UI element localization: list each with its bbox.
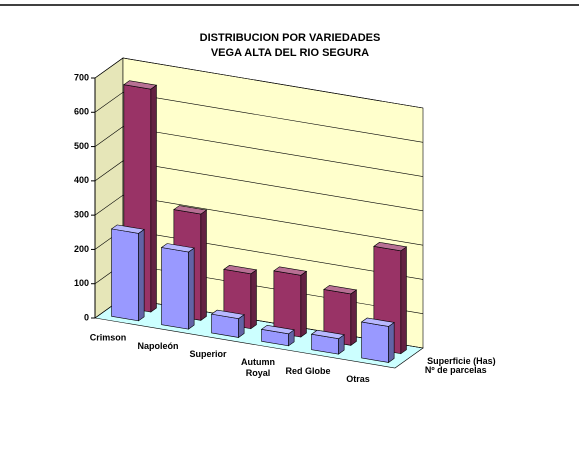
bar-top (323, 285, 358, 295)
bar-top (310, 329, 345, 340)
y-tick-label: 500 (74, 141, 89, 151)
bar-top (373, 242, 408, 252)
bar-front (361, 321, 389, 363)
bar-top (210, 309, 245, 319)
bar-side (150, 84, 157, 313)
legend-label: Superficie (Has) (427, 356, 496, 366)
bar (110, 224, 145, 322)
bar-side (300, 270, 307, 338)
y-tick-label: 0 (84, 312, 89, 322)
grid-line (94, 194, 424, 246)
bar (210, 309, 245, 339)
x-tick-label: Crimson (90, 333, 127, 343)
bar-top (110, 224, 145, 234)
y-tick-label: 700 (74, 72, 89, 82)
x-tick-label: Otras (346, 374, 370, 384)
bar-top (223, 265, 258, 275)
bar (310, 329, 345, 355)
y-tick-label: 100 (74, 278, 89, 288)
bar (273, 266, 308, 338)
y-tick-label: 300 (74, 210, 89, 220)
grid-line (94, 160, 424, 212)
bar-side (188, 247, 195, 330)
bar-top (123, 80, 158, 90)
bar-front (111, 228, 139, 322)
grid-line (94, 126, 424, 177)
bar-side (250, 269, 257, 330)
bar-top (260, 325, 295, 335)
bar-top (273, 266, 308, 276)
bar-side (200, 209, 207, 321)
chart-title: DISTRIBUCION POR VARIEDADES (200, 32, 381, 44)
legend-label: Nº de parcelas (425, 365, 487, 375)
bar-front (161, 247, 189, 330)
grid-line (94, 91, 424, 143)
x-tick-label: Superior (189, 349, 227, 359)
bar-side (350, 289, 357, 346)
bar-top (160, 243, 195, 253)
x-tick-label: Red Globe (285, 366, 330, 376)
bar (260, 325, 295, 347)
x-tick-label: Napoleón (137, 341, 178, 351)
bar (323, 285, 358, 346)
x-tick-label: Autumn Royal (241, 358, 275, 379)
bar-side (400, 246, 407, 355)
y-tick-label: 400 (74, 175, 89, 185)
bar-side (388, 321, 395, 364)
bar-top (360, 317, 395, 327)
y-tick-label: 200 (74, 244, 89, 254)
bar (360, 317, 395, 364)
y-tick-label: 600 (74, 107, 89, 117)
grid-line (94, 57, 424, 109)
bar-side (138, 228, 145, 322)
bar-top (173, 205, 208, 215)
chart-subtitle: VEGA ALTA DEL RIO SEGURA (211, 47, 369, 59)
bar (160, 243, 195, 330)
